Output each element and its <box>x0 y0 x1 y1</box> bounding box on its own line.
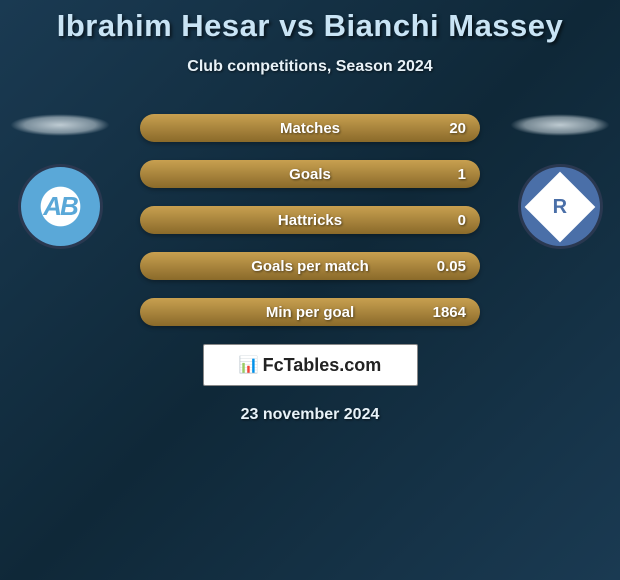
stat-label: Goals <box>289 166 331 183</box>
stat-label: Hattricks <box>278 212 342 229</box>
club-abbrev-left: AB <box>43 191 77 222</box>
player-shadow-right <box>510 114 610 136</box>
club-logo-left: AB <box>10 164 110 249</box>
stat-row: Hattricks 0 <box>140 206 480 234</box>
subtitle: Club competitions, Season 2024 <box>0 58 620 76</box>
stat-value: 0 <box>458 212 466 229</box>
stat-row: Goals 1 <box>140 160 480 188</box>
page-title: Ibrahim Hesar vs Bianchi Massey <box>0 8 620 44</box>
content-wrapper: Ibrahim Hesar vs Bianchi Massey Club com… <box>0 0 620 580</box>
stat-rows-container: Matches 20 Goals 1 Hattricks 0 Goals per match… <box>140 114 480 326</box>
club-badge-left: AB <box>18 164 103 249</box>
club-badge-right-inner: R <box>525 171 596 242</box>
stat-value: 0.05 <box>437 258 466 275</box>
chart-icon: 📊 <box>239 355 259 375</box>
player-shadow-left <box>10 114 110 136</box>
stat-label: Min per goal <box>266 304 354 321</box>
date-text: 23 november 2024 <box>0 406 620 424</box>
stat-value: 1864 <box>433 304 466 321</box>
stat-value: 1 <box>458 166 466 183</box>
club-abbrev-right: R <box>553 195 567 218</box>
club-logo-right: R <box>510 164 610 249</box>
brand-box[interactable]: 📊 FcTables.com <box>203 344 418 386</box>
stat-value: 20 <box>449 120 466 137</box>
stat-row: Min per goal 1864 <box>140 298 480 326</box>
stats-area: AB R Matches 20 Goals 1 Hattricks 0 Goals per … <box>0 114 620 326</box>
brand-name: FcTables.com <box>263 355 382 376</box>
stat-row: Matches 20 <box>140 114 480 142</box>
club-badge-right: R <box>518 164 603 249</box>
stat-row: Goals per match 0.05 <box>140 252 480 280</box>
stat-label: Goals per match <box>251 258 369 275</box>
stat-label: Matches <box>280 120 340 137</box>
